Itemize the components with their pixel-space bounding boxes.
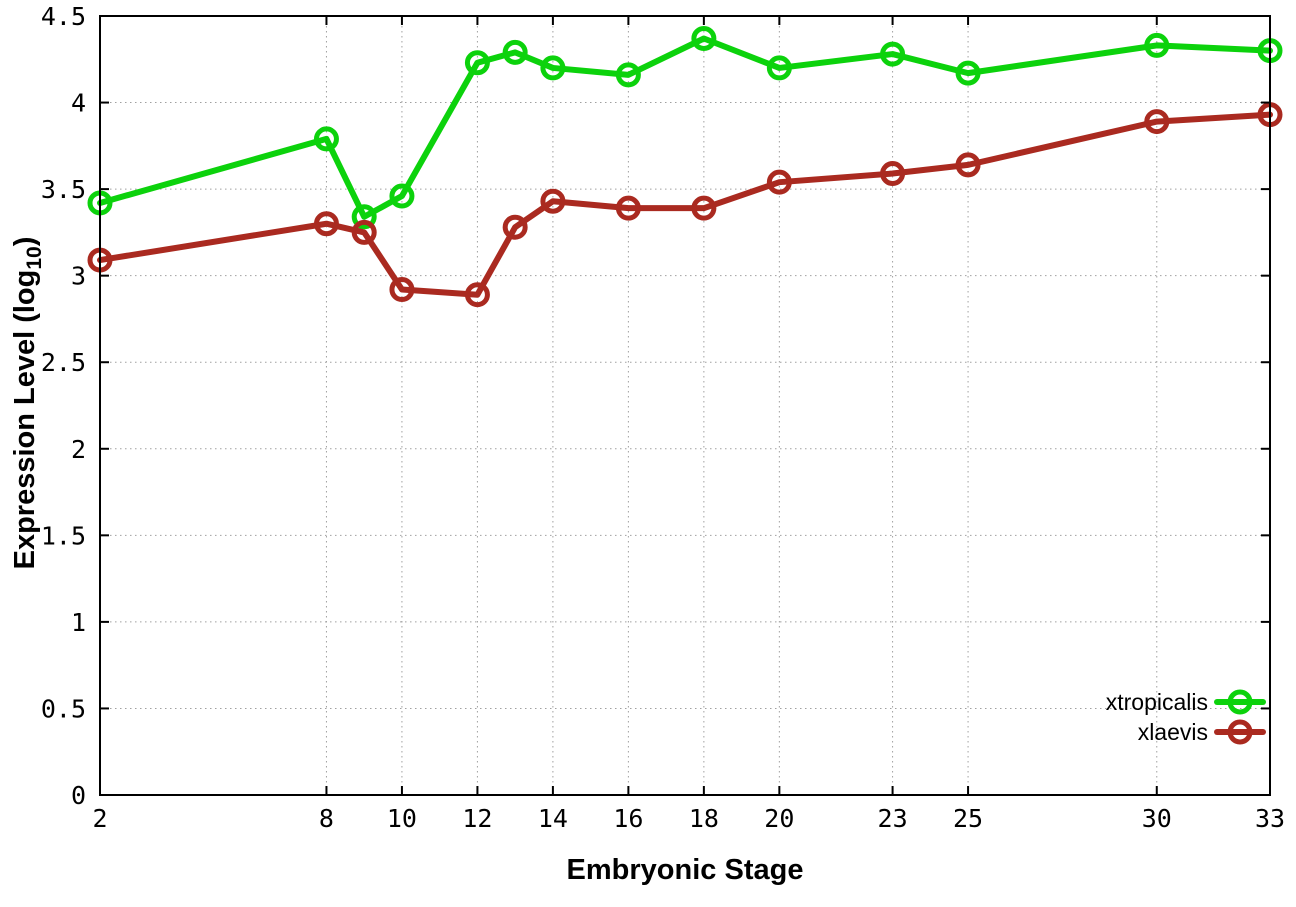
y-tick-label: 1 [71,608,86,637]
y-tick-label: 4 [71,89,86,118]
data-point-xtropicalis-stage-23 [880,41,906,67]
data-point-xtropicalis-stage-14 [540,55,566,81]
legend: xtropicalis xlaevis [1106,689,1266,745]
data-point-xlaevis-stage-30 [1144,109,1170,135]
y-tick-label: 3 [71,262,86,291]
data-point-xlaevis-stage-9 [351,219,377,245]
legend-label-xlaevis: xlaevis [1138,719,1208,745]
legend-label-xtropicalis: xtropicalis [1106,689,1208,715]
y-tick-labels: 0 0.5 1 1.5 2 2.5 3 3.5 4 4.5 [41,2,86,810]
x-tick-label: 16 [613,804,643,833]
x-tick-label: 12 [462,804,492,833]
data-point-xlaevis-stage-8 [313,211,339,237]
x-tick-labels: 2 8 10 12 14 16 18 20 23 25 30 33 [92,804,1285,833]
data-point-xlaevis-stage-18 [691,195,717,221]
x-tick-label: 23 [878,804,908,833]
y-axis-title-subscript: 10 [23,246,46,269]
data-point-xtropicalis-stage-13 [502,39,528,65]
data-point-xtropicalis-stage-16 [615,62,641,88]
series-line-xtropicalis [97,35,1273,220]
data-point-xlaevis-stage-13 [502,214,528,240]
data-point-xtropicalis-stage-12 [464,50,490,76]
data-point-xtropicalis-stage-20 [766,55,792,81]
data-point-xlaevis-stage-10 [389,277,415,303]
y-tick-label: 2 [71,435,86,464]
data-point-xtropicalis-stage-10 [389,183,415,209]
x-tick-label: 8 [319,804,334,833]
data-point-xlaevis-stage-20 [766,169,792,195]
x-tick-label: 18 [689,804,719,833]
plot-border [99,15,1271,796]
x-tick-label: 2 [92,804,107,833]
legend-marker-xtropicalis [1227,689,1253,715]
data-point-xlaevis-stage-23 [880,161,906,187]
series-line-xlaevis [97,111,1273,298]
y-tick-label: 0.5 [41,694,86,723]
y-tick-label: 3.5 [41,175,86,204]
x-tick-label: 20 [764,804,794,833]
y-tick-label: 4.5 [41,2,86,31]
x-tick-label: 10 [387,804,417,833]
x-tick-label: 33 [1255,804,1285,833]
data-point-xlaevis-stage-16 [615,195,641,221]
data-point-xtropicalis-stage-30 [1144,32,1170,58]
x-axis-title: Embryonic Stage [567,854,804,886]
axis-ticks [99,15,1271,796]
x-tick-label: 30 [1142,804,1172,833]
x-tick-label: 25 [953,804,983,833]
data-point-xtropicalis-stage-25 [955,60,981,86]
legend-marker-xlaevis [1227,719,1253,745]
data-point-xtropicalis-stage-18 [691,26,717,52]
data-point-xlaevis-stage-14 [540,188,566,214]
x-tick-label: 14 [538,804,568,833]
y-axis-title-main: Expression Level (log [9,270,41,570]
data-point-xtropicalis-stage-8 [313,126,339,152]
y-axis-title: Expression Level (log10) [9,237,46,570]
data-point-xlaevis-stage-25 [955,152,981,178]
data-point-xlaevis-stage-12 [464,282,490,308]
series-group [87,26,1283,308]
data-point-xtropicalis-stage-9 [351,204,377,230]
y-axis-title-end: ) [9,237,41,247]
grid-lines [100,16,1270,795]
y-tick-label: 2.5 [41,348,86,377]
y-tick-label: 0 [71,781,86,810]
y-tick-label: 1.5 [41,521,86,550]
